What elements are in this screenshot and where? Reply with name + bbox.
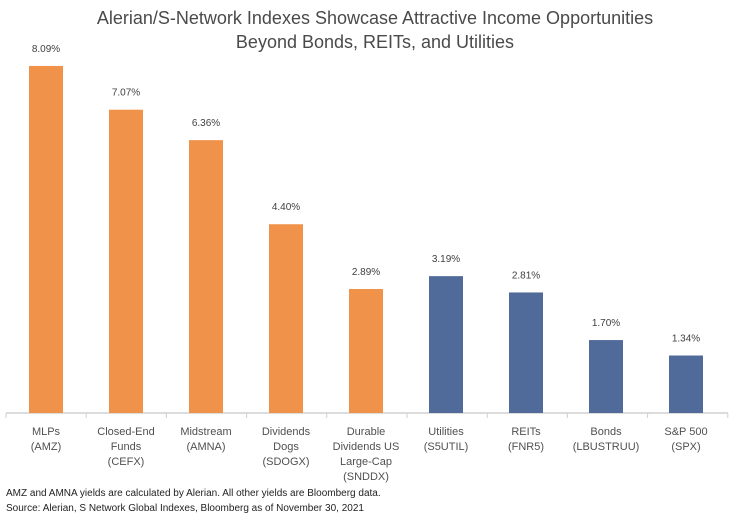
category-label: Large-Cap xyxy=(340,456,392,468)
title-line-2: Beyond Bonds, REITs, and Utilities xyxy=(235,32,515,52)
category-label: (SDOGX) xyxy=(262,456,309,468)
category-label: Midstream xyxy=(180,426,231,438)
category-label: (SNDDX) xyxy=(343,471,389,483)
bar xyxy=(589,340,623,413)
category-label: (SPX) xyxy=(671,441,700,453)
bar xyxy=(429,276,463,413)
category-label: Closed-End xyxy=(97,426,154,438)
data-label: 8.09% xyxy=(32,44,60,55)
bar xyxy=(669,355,703,413)
footnote-1: AMZ and AMNA yields are calculated by Al… xyxy=(6,488,381,499)
category-label: (CEFX) xyxy=(108,456,145,468)
category-label: Dogs xyxy=(273,441,299,453)
bar xyxy=(509,292,543,413)
data-label: 1.70% xyxy=(592,318,620,329)
data-label: 7.07% xyxy=(112,88,140,99)
category-label: Durable xyxy=(347,426,386,438)
category-label: S&P 500 xyxy=(664,426,707,438)
bar xyxy=(29,65,63,414)
bar xyxy=(189,140,223,413)
bar xyxy=(349,289,383,413)
data-label: 6.36% xyxy=(192,118,220,129)
category-label: (LBUSTRUU) xyxy=(573,441,640,453)
category-label: (S5UTIL) xyxy=(424,441,469,453)
category-label: (FNR5) xyxy=(508,441,544,453)
data-label: 2.81% xyxy=(512,270,540,281)
category-label: Dividends US xyxy=(333,441,400,453)
bar xyxy=(269,224,303,413)
footnote-2: Source: Alerian, S Network Global Indexe… xyxy=(6,503,364,514)
data-label: 4.40% xyxy=(272,202,300,213)
category-label: Dividends xyxy=(262,426,311,438)
bar xyxy=(109,109,143,414)
data-label: 2.89% xyxy=(352,267,380,278)
chart-title: Alerian/S-Network Indexes Showcase Attra… xyxy=(0,6,750,54)
category-label: MLPs xyxy=(32,426,61,438)
category-label: Funds xyxy=(111,441,142,453)
category-label: (AMZ) xyxy=(31,441,62,453)
data-label: 3.19% xyxy=(432,254,460,265)
category-label: REITs xyxy=(511,426,541,438)
title-line-1: Alerian/S-Network Indexes Showcase Attra… xyxy=(96,8,654,28)
category-label: (AMNA) xyxy=(186,441,225,453)
category-label: Bonds xyxy=(590,426,622,438)
data-label: 1.34% xyxy=(672,334,700,345)
category-label: Utilities xyxy=(428,426,464,438)
